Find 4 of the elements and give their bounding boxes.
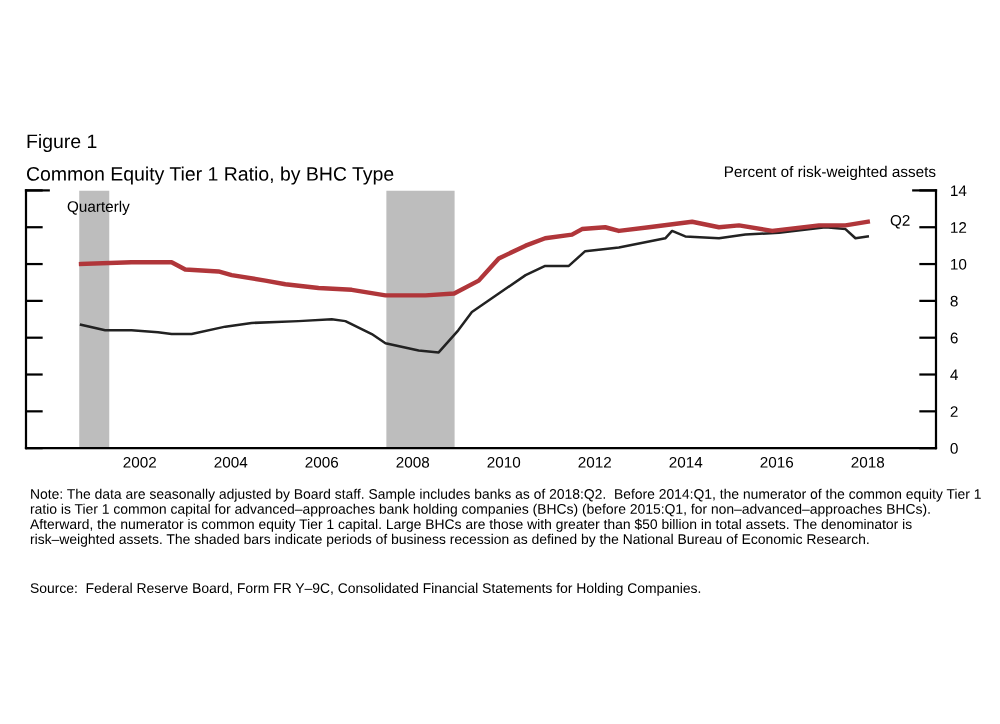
- line-series: [78, 219, 870, 298]
- line-series: [79, 225, 869, 354]
- chart-title: Figure 1: [27, 133, 97, 153]
- chart-subtitle: Common Equity Tier 1 Ratio, by BHC Type: [26, 166, 394, 185]
